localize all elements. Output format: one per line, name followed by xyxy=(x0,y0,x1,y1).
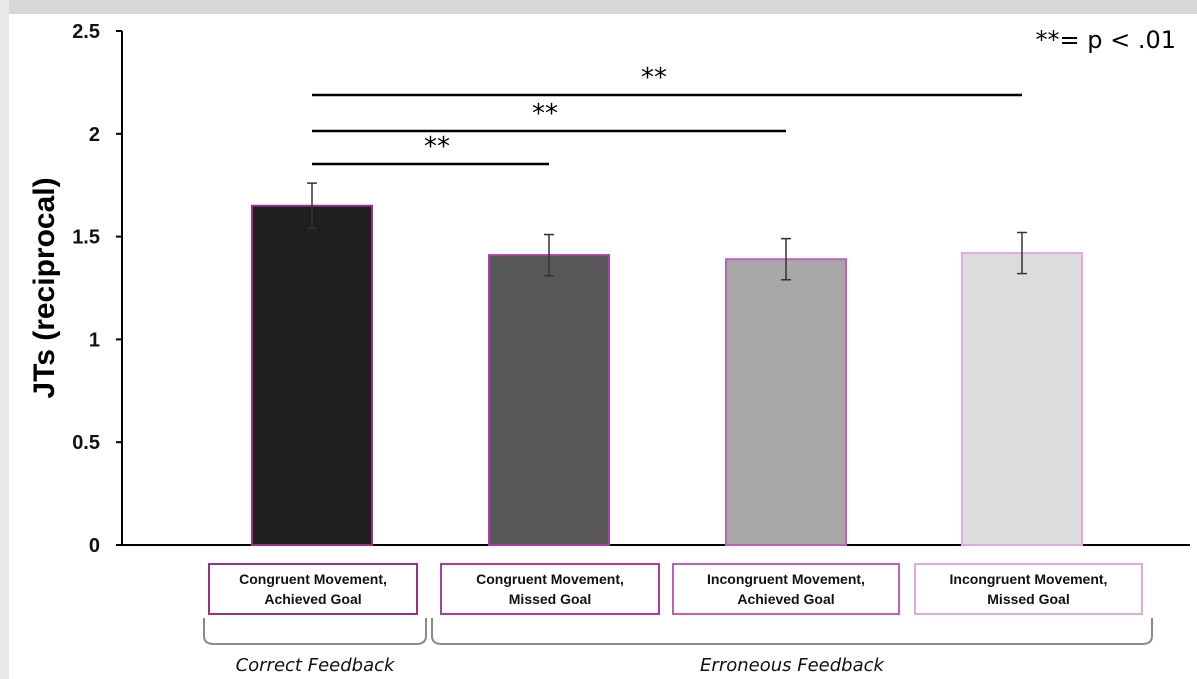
bars xyxy=(251,204,1083,546)
category-label-3: Incongruent Movement, Achieved Goal xyxy=(672,563,900,615)
frame-left-border xyxy=(0,0,9,679)
y-axis-label: JTs (reciprocal) xyxy=(28,177,61,398)
y-tick-label: 0 xyxy=(89,535,100,557)
y-tick-label: 0.5 xyxy=(72,432,100,454)
significance-note: **= p < .01 xyxy=(1035,26,1176,54)
y-tick-label: 2.5 xyxy=(72,21,100,43)
error-bars xyxy=(307,182,1027,281)
significance-stars-1: ** xyxy=(424,132,450,162)
y-ticks: 0 0.5 1 1.5 2 2.5 xyxy=(72,21,122,557)
y-tick-label: 1.5 xyxy=(72,227,100,249)
category-label-1: Congruent Movement, Achieved Goal xyxy=(208,563,418,615)
category-label-2: Congruent Movement, Missed Goal xyxy=(440,563,660,615)
bar-3 xyxy=(725,258,847,546)
bar-4 xyxy=(961,252,1083,546)
frame-top-border xyxy=(0,0,1197,14)
group-label-1: Correct Feedback xyxy=(235,655,395,676)
bar-1 xyxy=(251,204,373,546)
category-label-4: Incongruent Movement, Missed Goal xyxy=(914,563,1143,615)
y-tick-label: 2 xyxy=(89,124,100,146)
group-label-2: Erroneous Feedback xyxy=(700,655,884,676)
bar-2 xyxy=(488,254,610,546)
significance-brackets: ** ** ** xyxy=(312,63,1022,166)
significance-stars-2: ** xyxy=(532,99,558,129)
y-tick-label: 1 xyxy=(89,329,100,351)
significance-stars-3: ** xyxy=(641,63,667,93)
